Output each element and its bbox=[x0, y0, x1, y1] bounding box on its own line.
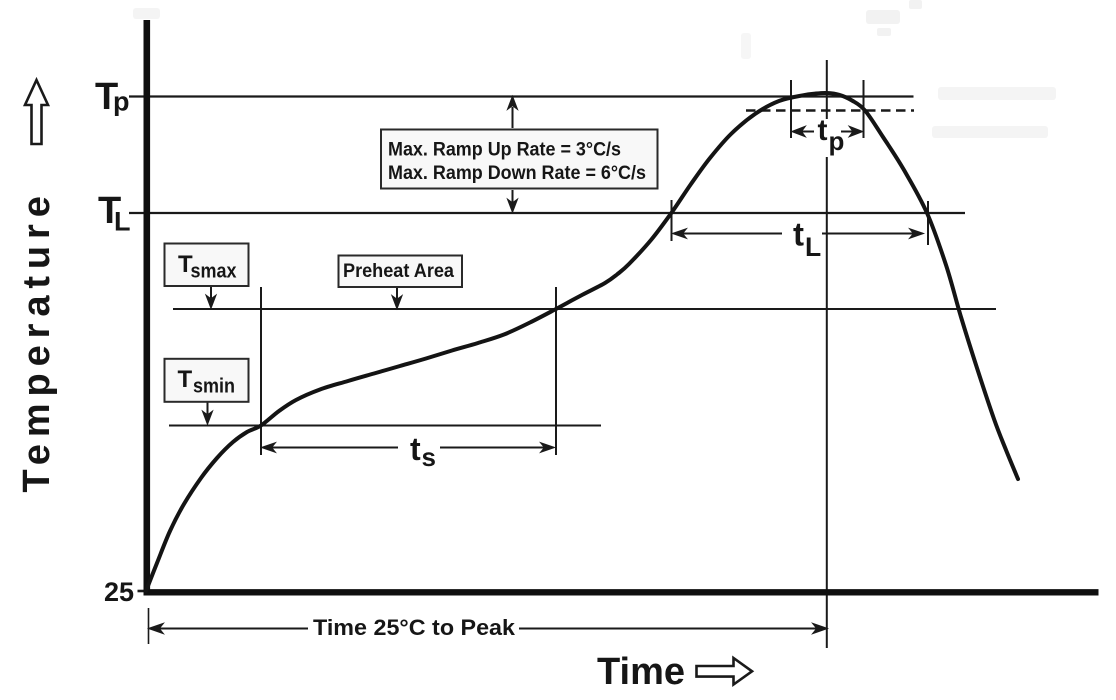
svg-text:Preheat Area: Preheat Area bbox=[343, 260, 454, 282]
svg-text:t: t bbox=[793, 216, 804, 253]
svg-text:t: t bbox=[410, 431, 421, 467]
svg-text:25: 25 bbox=[104, 577, 134, 607]
svg-text:t: t bbox=[818, 114, 828, 147]
svg-text:Max. Ramp Up Rate = 3°C/s: Max. Ramp Up Rate = 3°C/s bbox=[388, 139, 621, 161]
svg-text:s: s bbox=[422, 442, 436, 472]
svg-text:p: p bbox=[113, 87, 130, 117]
svg-text:smax: smax bbox=[191, 261, 237, 283]
svg-text:smin: smin bbox=[193, 376, 235, 398]
svg-text:L: L bbox=[114, 207, 131, 237]
svg-text:Max. Ramp Down Rate = 6°C/s: Max. Ramp Down Rate = 6°C/s bbox=[388, 162, 646, 184]
svg-text:T: T bbox=[178, 251, 193, 278]
svg-text:Time: Time bbox=[597, 651, 685, 693]
svg-text:L: L bbox=[805, 232, 821, 262]
svg-text:Temperature: Temperature bbox=[16, 189, 58, 492]
svg-text:T: T bbox=[98, 190, 121, 232]
svg-text:T: T bbox=[95, 76, 118, 118]
svg-text:T: T bbox=[178, 366, 193, 393]
svg-text:p: p bbox=[829, 126, 845, 156]
svg-text:Time 25°C to Peak: Time 25°C to Peak bbox=[313, 615, 516, 640]
